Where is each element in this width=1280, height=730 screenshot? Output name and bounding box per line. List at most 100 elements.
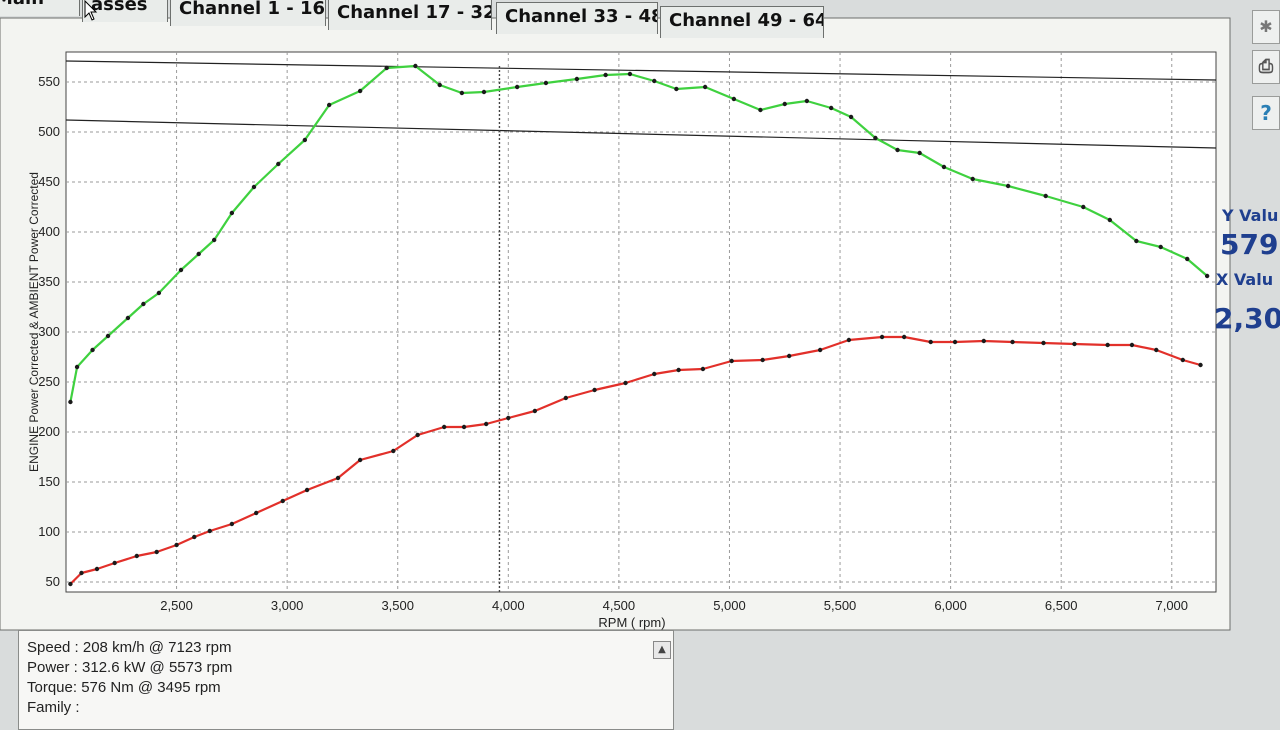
data-point (623, 380, 628, 386)
data-point (1198, 362, 1203, 368)
tab-channel-33-48[interactable]: Channel 33 - 48 (496, 2, 658, 34)
reference-line (65, 60, 1217, 81)
y-tick-label: 200 (38, 424, 60, 439)
data-point (532, 408, 538, 414)
data-point (154, 549, 159, 555)
data-point (391, 448, 396, 454)
y-tick-label: 300 (38, 324, 60, 339)
series-line-0 (69, 64, 1208, 403)
data-point (251, 184, 257, 190)
data-point (302, 137, 308, 143)
data-point (74, 364, 80, 370)
x-tick-label: 5,500 (824, 598, 857, 613)
data-point (1072, 341, 1077, 347)
data-point (178, 267, 184, 273)
data-point (413, 63, 418, 69)
data-point (280, 498, 285, 504)
data-point (253, 510, 259, 516)
x-value: 2,30 (1214, 302, 1280, 335)
data-point (895, 147, 900, 153)
x-value-label: X Valu (1216, 270, 1274, 289)
data-point (357, 88, 363, 94)
y-tick-label: 100 (38, 524, 60, 539)
data-point (68, 581, 73, 587)
y-tick-label: 400 (38, 224, 60, 239)
data-point (928, 339, 933, 345)
data-point (848, 114, 854, 120)
reference-line (65, 119, 1217, 149)
data-point (1180, 357, 1186, 363)
data-point (415, 432, 420, 438)
x-tick-label: 7,000 (1155, 598, 1188, 613)
y-tick-label: 150 (38, 474, 60, 489)
tab-strip: Main asses Channel 1 - 16 Channel 17 - 3… (0, 0, 840, 38)
data-point (483, 421, 489, 427)
scroll-up-button[interactable]: ▲ (653, 641, 671, 659)
data-point (506, 415, 511, 421)
data-point (1134, 238, 1139, 244)
data-point (873, 135, 878, 141)
data-point (981, 338, 986, 344)
help-button[interactable]: ? (1252, 96, 1280, 130)
pin-button[interactable]: ✱ (1252, 10, 1280, 44)
data-point (514, 84, 520, 90)
data-point (1043, 193, 1048, 199)
y-tick-label: 500 (38, 124, 60, 139)
data-point (676, 367, 681, 373)
data-point (276, 161, 281, 167)
data-point (90, 347, 95, 353)
data-point (335, 475, 341, 481)
data-point (941, 164, 947, 170)
data-point (879, 334, 885, 340)
data-point (786, 353, 792, 359)
data-point (1105, 342, 1110, 348)
tab-channel-49-64[interactable]: Channel 49 - 64 (660, 6, 824, 38)
y-tick-label: 50 (46, 574, 60, 589)
y-value: 579. (1220, 228, 1280, 261)
data-point (952, 339, 958, 345)
data-point (481, 89, 487, 95)
data-point (758, 107, 763, 113)
tab-channel-17-32[interactable]: Channel 17 - 32 (328, 0, 492, 30)
data-point (105, 333, 111, 339)
x-tick-label: 2,500 (160, 598, 193, 613)
data-point (174, 542, 179, 548)
data-point (112, 560, 117, 566)
series-line-1 (69, 335, 1201, 585)
speed-readout: Speed : 208 km/h @ 7123 rpm (27, 639, 232, 656)
plot-area (65, 51, 1217, 593)
tab-main[interactable]: Main (0, 0, 80, 16)
data-point (229, 521, 235, 527)
y-axis-label: ENGINE Power Corrected & AMBIENT Power C… (27, 172, 41, 472)
tab-passes[interactable]: asses (82, 0, 168, 22)
print-button[interactable]: ⎙ (1252, 50, 1280, 84)
data-point (196, 251, 201, 257)
data-point (459, 90, 465, 96)
y-value-label: Y Valu (1222, 206, 1279, 225)
data-point (94, 566, 100, 572)
data-point (674, 86, 679, 92)
x-tick-label: 4,500 (603, 598, 636, 613)
data-point (652, 371, 657, 377)
x-tick-label: 6,500 (1045, 598, 1078, 613)
y-tick-label: 250 (38, 374, 60, 389)
data-point (1154, 347, 1159, 353)
data-point (901, 334, 907, 340)
torque-readout: Torque: 576 Nm @ 3495 rpm (27, 679, 221, 696)
data-point (134, 553, 139, 559)
data-point (125, 315, 131, 321)
data-point (782, 101, 787, 107)
data-point (627, 71, 633, 77)
data-point (731, 96, 737, 102)
data-point (603, 72, 608, 78)
x-axis-label: RPM ( rpm) (598, 615, 665, 630)
data-point (1010, 339, 1015, 345)
data-point (828, 105, 834, 111)
data-point (543, 80, 549, 86)
data-point (68, 399, 73, 405)
data-point (592, 387, 597, 393)
tab-channel-1-16[interactable]: Channel 1 - 16 (170, 0, 326, 26)
data-point (1081, 204, 1086, 210)
data-point (760, 357, 765, 363)
